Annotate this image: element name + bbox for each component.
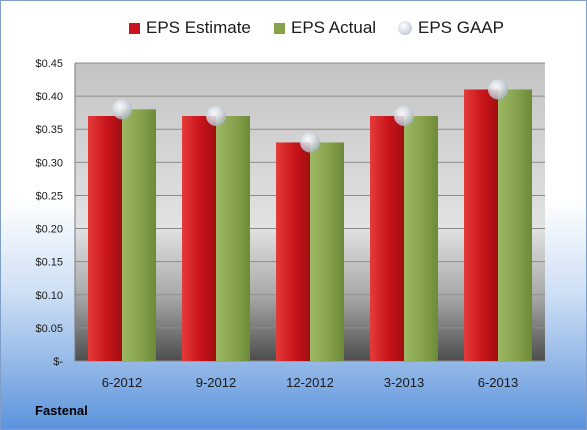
x-tick-label: 3-2013 <box>384 375 424 390</box>
marker-eps-gaap <box>394 105 414 126</box>
marker-eps-gaap <box>206 105 226 126</box>
legend-item-actual: EPS Actual <box>274 18 376 38</box>
marker-eps-gaap <box>300 132 320 153</box>
x-tick-label: 9-2012 <box>196 375 236 390</box>
y-tick-label: $- <box>53 356 63 368</box>
y-tick-label: $0.40 <box>35 91 63 103</box>
legend-label-actual: EPS Actual <box>291 18 377 37</box>
legend-item-estimate: EPS Estimate <box>129 18 251 38</box>
bar-eps-estimate <box>370 115 404 361</box>
x-tick-label: 6-2013 <box>478 375 518 390</box>
y-tick-label: $0.45 <box>35 58 63 70</box>
legend-swatch-estimate <box>129 22 140 34</box>
legend-swatch-actual <box>274 22 285 34</box>
legend: EPS Estimate EPS Actual EPS GAAP <box>1 18 586 40</box>
marker-eps-gaap <box>112 99 132 120</box>
bar-eps-estimate <box>464 89 498 361</box>
bar-eps-estimate <box>182 115 216 361</box>
y-tick-label: $0.20 <box>35 224 63 236</box>
y-tick-label: $0.15 <box>35 257 63 269</box>
y-tick-label: $0.35 <box>35 124 63 136</box>
bar-eps-actual <box>310 142 344 361</box>
legend-item-gaap: EPS GAAP <box>398 18 504 38</box>
bar-eps-actual <box>216 115 250 361</box>
bar-eps-estimate <box>276 142 310 361</box>
bar-eps-estimate <box>88 115 122 361</box>
y-tick-label: $0.25 <box>35 190 63 202</box>
legend-label-estimate: EPS Estimate <box>146 18 251 37</box>
company-name: Fastenal <box>35 403 88 418</box>
y-tick-label: $0.10 <box>35 290 63 302</box>
x-tick-label: 6-2012 <box>102 375 142 390</box>
legend-label-gaap: EPS GAAP <box>418 18 504 37</box>
y-tick-label: $0.05 <box>35 323 63 335</box>
y-tick-label: $0.30 <box>35 157 63 169</box>
bar-eps-actual <box>404 115 438 361</box>
legend-marker-gaap <box>398 21 412 35</box>
bar-eps-actual <box>498 89 532 361</box>
bar-eps-actual <box>122 109 156 361</box>
marker-eps-gaap <box>488 79 508 100</box>
x-tick-label: 12-2012 <box>286 375 334 390</box>
